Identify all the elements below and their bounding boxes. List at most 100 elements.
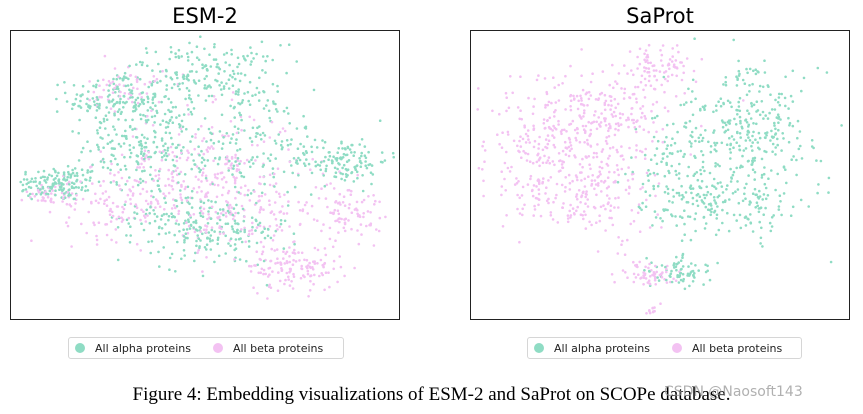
beta-point bbox=[95, 234, 98, 238]
esm2-legend: All alpha proteins All beta proteins bbox=[68, 337, 344, 359]
alpha-point bbox=[665, 185, 668, 188]
alpha-point bbox=[693, 37, 696, 40]
beta-point bbox=[671, 55, 674, 58]
beta-point bbox=[537, 188, 541, 191]
alpha-point bbox=[34, 177, 37, 180]
beta-point bbox=[614, 80, 617, 83]
beta-point bbox=[273, 249, 277, 252]
alpha-point bbox=[86, 169, 90, 172]
alpha-point bbox=[132, 105, 136, 108]
beta-point bbox=[281, 127, 285, 130]
alpha-point bbox=[258, 76, 261, 80]
beta-point bbox=[292, 272, 295, 276]
alpha-point bbox=[739, 121, 742, 125]
beta-point bbox=[608, 170, 611, 174]
alpha-point bbox=[78, 118, 81, 122]
alpha-point bbox=[741, 154, 744, 158]
alpha-point bbox=[151, 98, 154, 101]
beta-point bbox=[619, 116, 622, 120]
beta-point bbox=[547, 100, 551, 104]
alpha-point bbox=[216, 62, 219, 66]
beta-point bbox=[521, 207, 524, 211]
beta-point bbox=[569, 144, 573, 147]
beta-point bbox=[139, 249, 142, 252]
beta-point bbox=[642, 128, 646, 131]
beta-point bbox=[546, 119, 549, 123]
alpha-point bbox=[370, 182, 373, 186]
alpha-point bbox=[285, 71, 288, 75]
alpha-point bbox=[88, 179, 92, 182]
alpha-point bbox=[84, 189, 87, 193]
alpha-point bbox=[198, 206, 202, 210]
beta-point bbox=[639, 107, 642, 110]
alpha-point bbox=[669, 144, 673, 147]
alpha-point bbox=[124, 183, 127, 186]
alpha-point bbox=[174, 222, 178, 225]
alpha-point bbox=[125, 234, 128, 237]
saprot-title: SaProt bbox=[626, 4, 694, 28]
alpha-point bbox=[220, 147, 224, 150]
alpha-point bbox=[734, 190, 737, 193]
beta-point bbox=[97, 221, 101, 224]
beta-point bbox=[551, 218, 555, 221]
beta-point bbox=[626, 116, 630, 120]
alpha-point bbox=[358, 157, 361, 160]
beta-point bbox=[506, 166, 510, 170]
beta-point bbox=[598, 219, 602, 223]
beta-point bbox=[262, 272, 265, 276]
alpha-point bbox=[79, 99, 82, 103]
beta-point bbox=[300, 264, 304, 268]
alpha-point bbox=[249, 192, 253, 195]
alpha-point bbox=[159, 189, 162, 193]
alpha-point bbox=[146, 64, 149, 68]
beta-point bbox=[542, 118, 546, 121]
beta-point bbox=[95, 243, 99, 246]
alpha-point bbox=[653, 154, 657, 157]
alpha-point bbox=[365, 166, 369, 170]
alpha-point bbox=[185, 228, 189, 231]
alpha-point bbox=[238, 258, 242, 261]
beta-point bbox=[271, 239, 275, 242]
beta-point bbox=[518, 139, 521, 143]
alpha-point bbox=[750, 102, 753, 105]
alpha-point bbox=[168, 57, 171, 61]
beta-point bbox=[503, 177, 506, 181]
alpha-point bbox=[254, 93, 257, 97]
beta-point bbox=[644, 117, 647, 120]
alpha-point bbox=[652, 185, 655, 188]
alpha-point bbox=[391, 151, 395, 155]
beta-point bbox=[630, 209, 634, 212]
alpha-point bbox=[709, 150, 713, 154]
alpha-point bbox=[206, 85, 210, 88]
beta-point bbox=[268, 173, 272, 177]
beta-point bbox=[134, 203, 138, 206]
beta-point bbox=[44, 199, 47, 203]
beta-point bbox=[630, 107, 633, 110]
alpha-point bbox=[792, 155, 795, 158]
alpha-point bbox=[145, 51, 149, 54]
beta-point bbox=[280, 267, 283, 270]
beta-point bbox=[537, 192, 541, 196]
alpha-point bbox=[79, 106, 83, 109]
alpha-point bbox=[187, 96, 191, 100]
beta-point bbox=[141, 187, 145, 191]
alpha-point bbox=[72, 182, 76, 185]
alpha-point bbox=[729, 151, 732, 154]
alpha-point bbox=[680, 239, 684, 242]
alpha-point bbox=[238, 102, 242, 106]
alpha-point bbox=[743, 82, 747, 85]
alpha-point bbox=[146, 137, 149, 140]
alpha-point bbox=[153, 219, 157, 223]
alpha-point bbox=[704, 263, 707, 267]
alpha-point bbox=[774, 188, 777, 192]
alpha-point bbox=[744, 139, 748, 142]
alpha-point bbox=[653, 116, 657, 120]
alpha-point bbox=[714, 162, 717, 165]
beta-point bbox=[527, 96, 530, 100]
beta-point bbox=[584, 227, 588, 230]
alpha-point bbox=[342, 163, 346, 167]
alpha-point bbox=[784, 104, 787, 108]
beta-point bbox=[176, 173, 179, 177]
alpha-point bbox=[218, 130, 222, 133]
alpha-point bbox=[776, 101, 780, 104]
